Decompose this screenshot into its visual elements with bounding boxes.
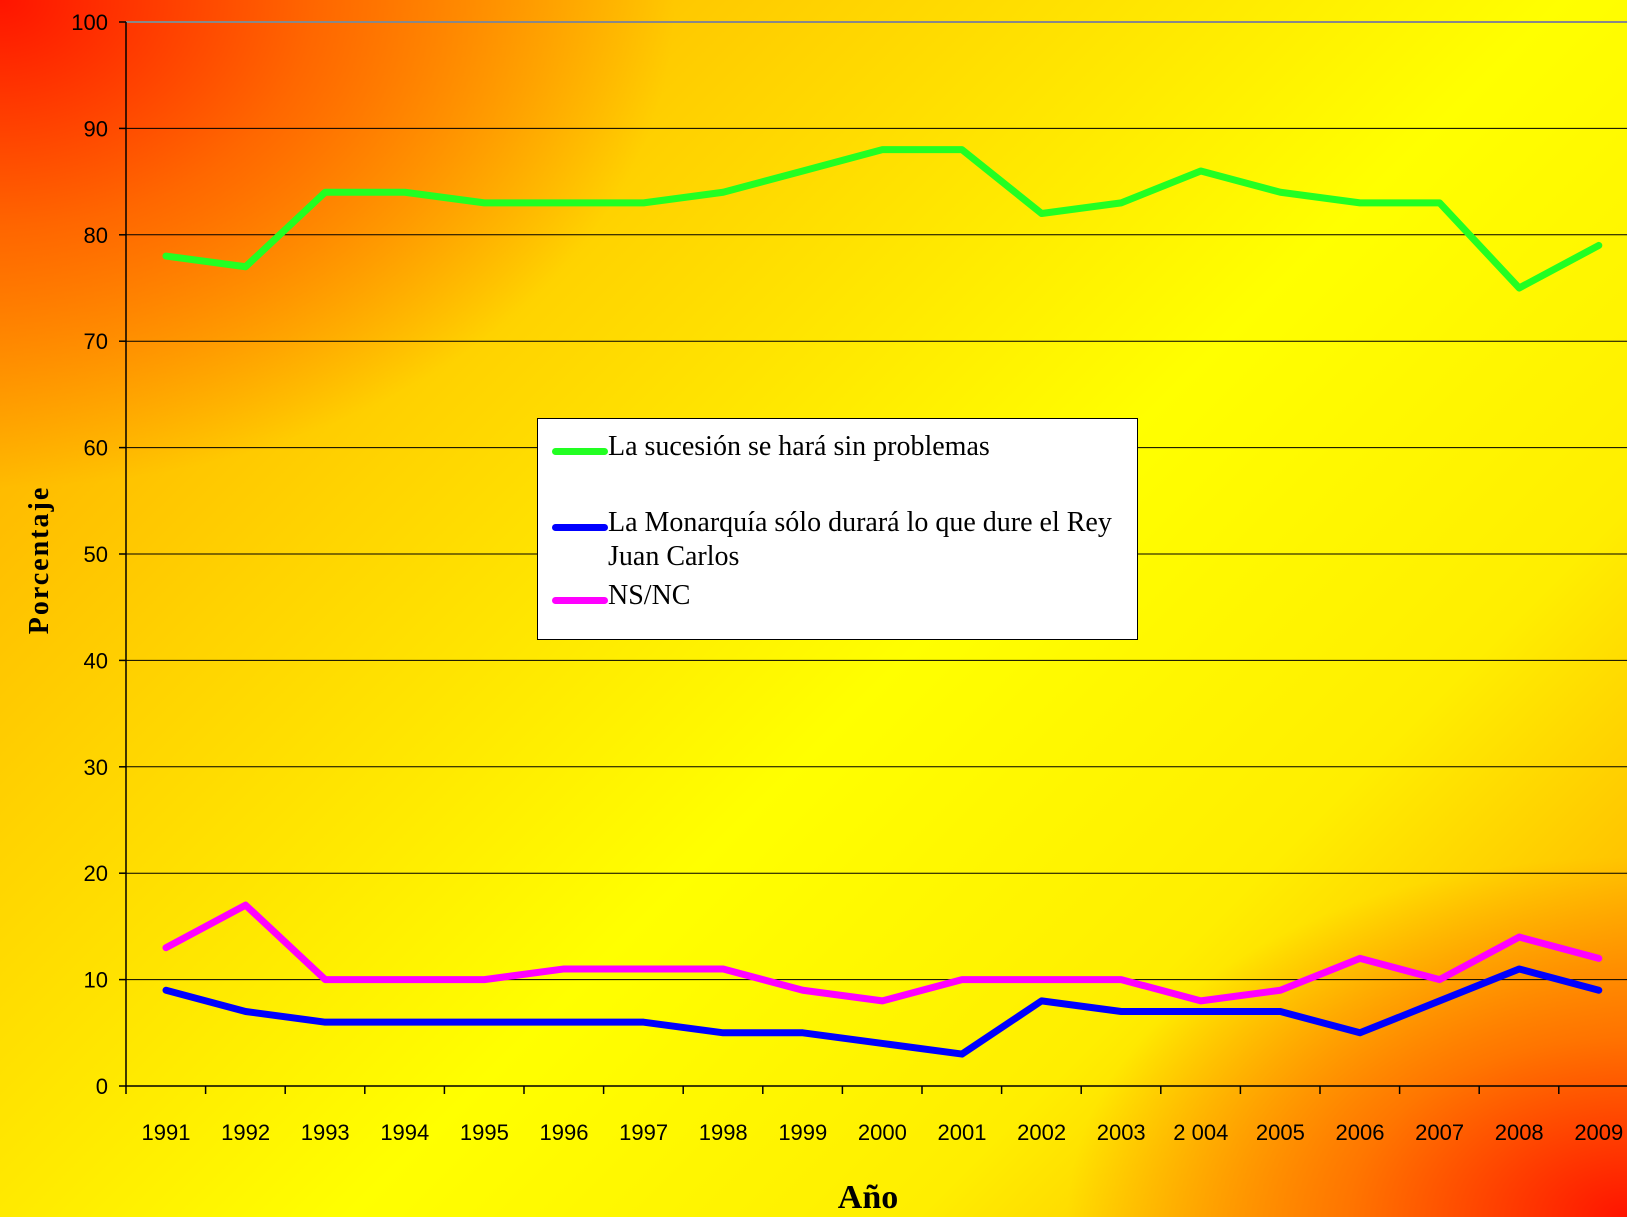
x-tick-label: 2007: [1415, 1120, 1464, 1145]
y-tick-label: 40: [84, 648, 108, 673]
y-tick-label: 70: [84, 329, 108, 354]
y-axis-title: Porcentaje: [24, 486, 55, 635]
legend-swatch: [552, 448, 608, 455]
x-tick-label: 1991: [142, 1120, 191, 1145]
series-line: [162, 146, 1603, 292]
y-tick-label: 50: [84, 542, 108, 567]
y-tick-label: 90: [84, 116, 108, 141]
y-tick-label: 80: [84, 223, 108, 248]
x-tick-label: 1992: [221, 1120, 270, 1145]
x-tick-label: 1999: [778, 1120, 827, 1145]
series-line: [162, 901, 1603, 1005]
legend-item: NS/NC: [552, 579, 1129, 613]
legend-label: NS/NC: [608, 580, 691, 611]
y-tick-label: 0: [96, 1074, 108, 1099]
x-tick-label: 1997: [619, 1120, 668, 1145]
legend-swatch: [552, 597, 608, 604]
x-tick-label: 2009: [1574, 1120, 1623, 1145]
legend-item: La Monarquía sólo durará lo que dure el …: [552, 506, 1129, 574]
x-tick-label: 2008: [1495, 1120, 1544, 1145]
x-tick-label: 1993: [301, 1120, 350, 1145]
x-tick-label: 1996: [540, 1120, 589, 1145]
x-tick-label: 2 004: [1173, 1120, 1228, 1145]
y-tick-label: 20: [84, 861, 108, 886]
series-line: [162, 965, 1603, 1058]
y-tick-label: 30: [84, 755, 108, 780]
chart-legend: La sucesión se hará sin problemas La Mon…: [537, 418, 1138, 640]
x-tick-label: 2006: [1336, 1120, 1385, 1145]
legend-label: La sucesión se hará sin problemas: [608, 431, 990, 462]
legend-item: La sucesión se hará sin problemas: [552, 430, 1129, 464]
x-axis-title: Año: [838, 1179, 898, 1216]
y-tick-label: 60: [84, 436, 108, 461]
x-tick-label: 1998: [699, 1120, 748, 1145]
x-tick-label: 2001: [938, 1120, 987, 1145]
x-tick-label: 2000: [858, 1120, 907, 1145]
x-tick-label: 2003: [1097, 1120, 1146, 1145]
legend-swatch: [552, 524, 608, 531]
x-tick-label: 2005: [1256, 1120, 1305, 1145]
y-tick-label: 100: [71, 10, 108, 35]
x-tick-label: 2002: [1017, 1120, 1066, 1145]
x-tick-label: 1994: [380, 1120, 429, 1145]
x-tick-label: 1995: [460, 1120, 509, 1145]
y-tick-label: 10: [84, 968, 108, 993]
legend-label: La Monarquía sólo durará lo que dure el …: [608, 507, 1112, 572]
